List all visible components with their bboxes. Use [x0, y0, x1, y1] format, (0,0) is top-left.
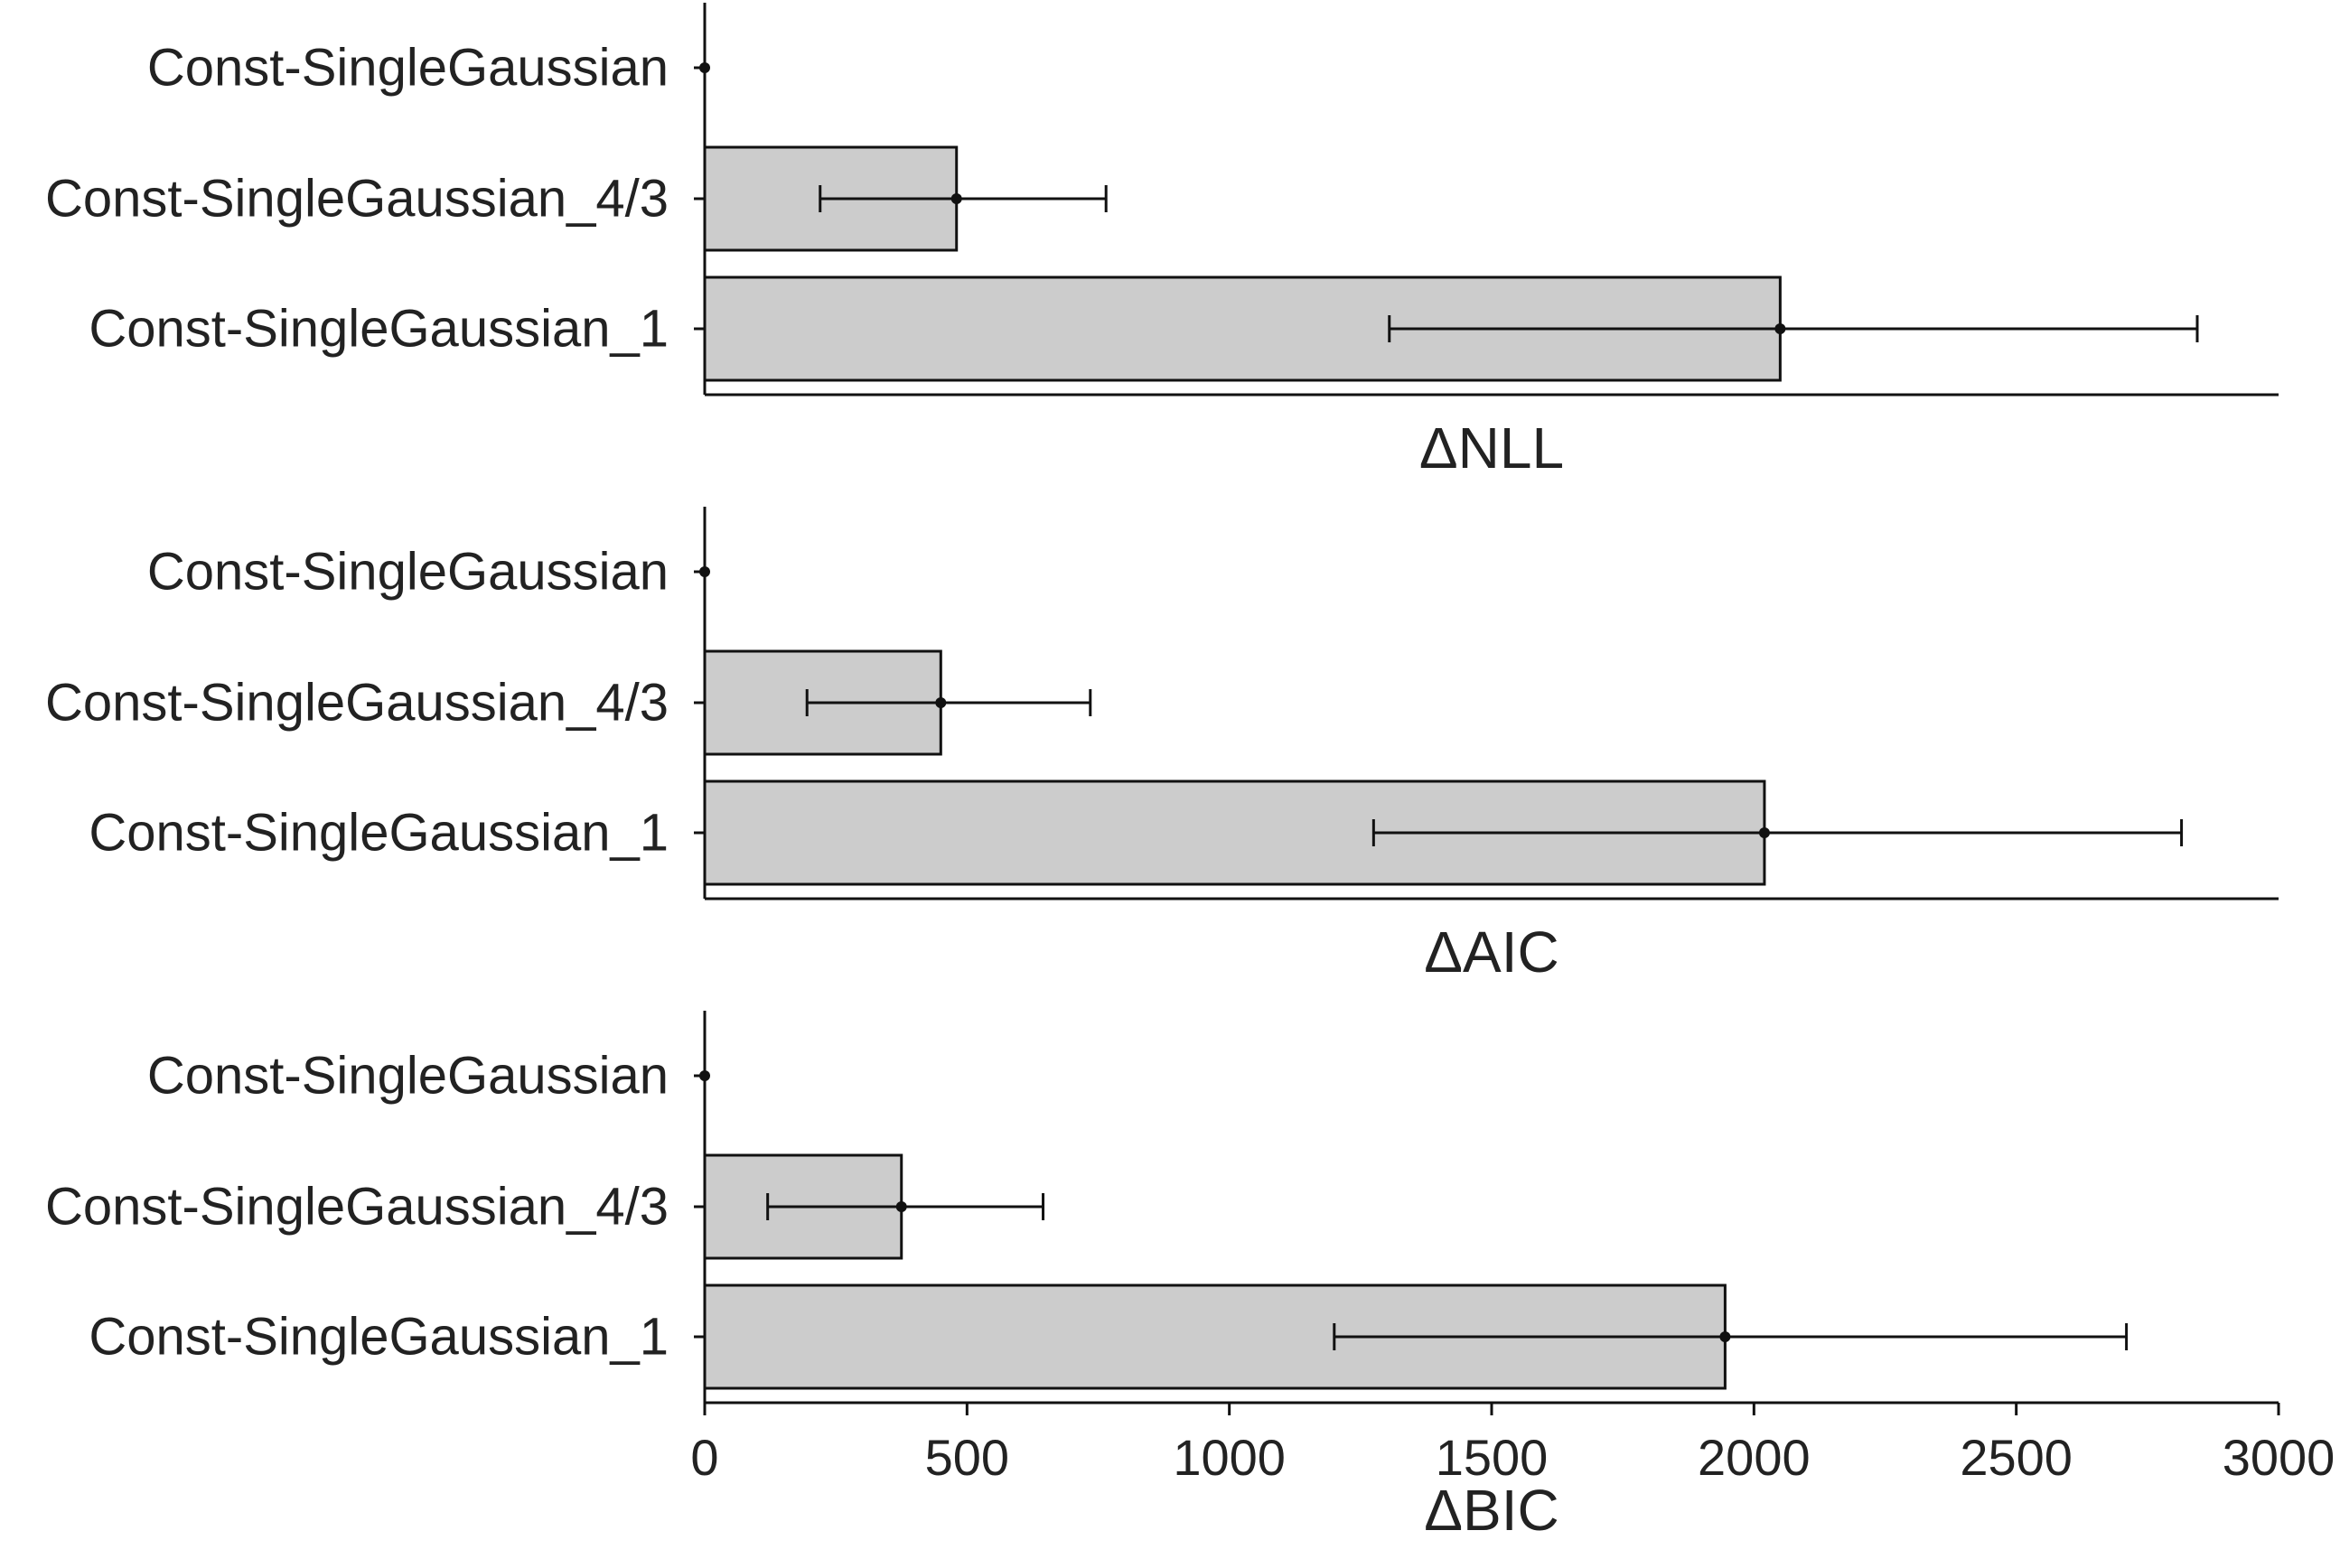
x-axis-title: ΔAIC — [1424, 919, 1558, 985]
category-label: Const-SingleGaussian_1 — [89, 1308, 669, 1367]
mean-point — [950, 193, 962, 204]
x-axis-title: ΔNLL — [1419, 415, 1564, 481]
x-tick-label: 1000 — [1173, 1429, 1286, 1486]
mean-point — [1774, 323, 1786, 334]
mean-point — [1758, 827, 1770, 838]
category-label: Const-SingleGaussian_1 — [89, 300, 669, 359]
x-tick-label: 2500 — [1960, 1429, 2073, 1486]
category-label: Const-SingleGaussian_4/3 — [45, 674, 669, 733]
x-tick-label: 500 — [925, 1429, 1009, 1486]
x-tick-label: 1500 — [1436, 1429, 1549, 1486]
category-label: Const-SingleGaussian — [147, 1047, 669, 1106]
category-label: Const-SingleGaussian — [147, 543, 669, 602]
mean-point — [1719, 1331, 1731, 1342]
category-label: Const-SingleGaussian_4/3 — [45, 1178, 669, 1237]
x-tick-label: 3000 — [2223, 1429, 2335, 1486]
x-axis-title: ΔBIC — [1424, 1478, 1558, 1543]
category-label: Const-SingleGaussian — [147, 39, 669, 98]
category-label: Const-SingleGaussian_1 — [89, 804, 669, 863]
category-label: Const-SingleGaussian_4/3 — [45, 170, 669, 229]
mean-point — [935, 697, 947, 708]
x-tick-label: 2000 — [1698, 1429, 1811, 1486]
x-tick-label: 0 — [690, 1429, 718, 1486]
mean-point — [895, 1201, 907, 1212]
